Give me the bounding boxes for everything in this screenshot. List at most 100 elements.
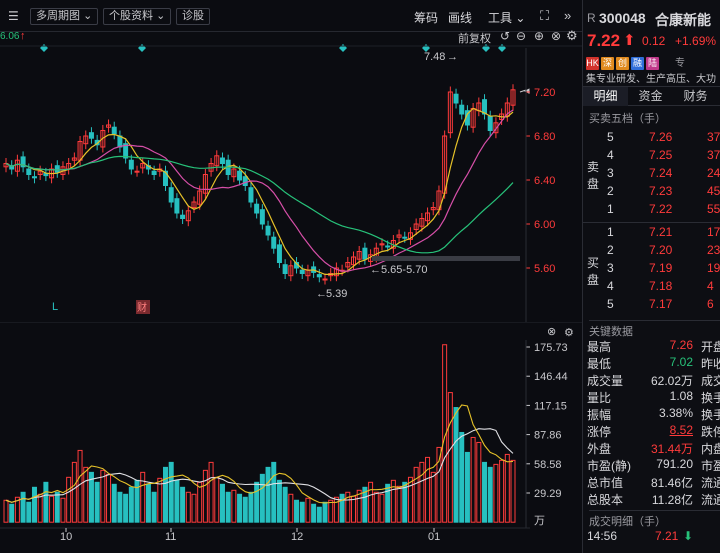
tab-2[interactable]: 财务 bbox=[683, 89, 708, 103]
orderbook-title: 买卖五档（手） bbox=[589, 113, 666, 125]
stock-code: 300048 bbox=[599, 10, 646, 26]
tab-scroll-icon[interactable]: ▐ bbox=[716, 89, 720, 103]
candle-body bbox=[288, 265, 294, 277]
plus-circle-icon[interactable]: ⊕ bbox=[534, 29, 545, 43]
volume-bar bbox=[390, 479, 396, 523]
double-chevron-icon[interactable]: » bbox=[564, 8, 572, 23]
candlestick-chart[interactable]: 7.48 → ← 5.39 ← 5.65-5.70 L 财 ◂ 7.20 6.80… bbox=[0, 30, 582, 322]
down-arrow-icon: ⬇ bbox=[683, 529, 694, 543]
volume-bar bbox=[123, 493, 129, 523]
key-value: 11.28亿 bbox=[651, 493, 693, 507]
marker-cai-box[interactable] bbox=[136, 300, 150, 314]
level-volume: 23 bbox=[707, 243, 720, 257]
candle-body bbox=[242, 176, 248, 186]
event-diamond-icon[interactable] bbox=[339, 44, 347, 52]
keydata-table: 最高7.26开盘最低7.02昨收成交量62.02万成交量比1.08换手振幅3.3… bbox=[583, 338, 720, 508]
orderbook-row[interactable]: 3 7.24 24 bbox=[583, 166, 720, 184]
candle-body bbox=[83, 135, 89, 145]
level-volume: 24 bbox=[707, 166, 720, 180]
event-diamond-icon[interactable] bbox=[498, 44, 506, 52]
stock-tag[interactable]: HK bbox=[586, 57, 599, 70]
volume-bar bbox=[430, 471, 436, 523]
candle-body bbox=[430, 207, 436, 211]
fq-button[interactable]: 前复权 bbox=[458, 33, 491, 45]
candle-body bbox=[174, 198, 180, 214]
date-tick: 10 bbox=[60, 531, 72, 542]
key-label: 市盈(静) bbox=[587, 459, 631, 473]
volume-bar bbox=[225, 491, 231, 523]
tab-1[interactable]: 资金 bbox=[638, 89, 663, 103]
key-value: 81.46亿 bbox=[650, 476, 693, 490]
volume-bar bbox=[419, 461, 425, 523]
volume-bar bbox=[316, 506, 322, 523]
diag-button[interactable]: 诊股 bbox=[176, 8, 210, 25]
key-label-right: 成交 bbox=[701, 374, 720, 388]
level-volume: 37 bbox=[707, 148, 720, 162]
date-tick: 01 bbox=[428, 531, 440, 542]
level-price: 7.18 bbox=[649, 279, 673, 293]
key-value: 3.38% bbox=[658, 406, 693, 420]
candle-body bbox=[385, 245, 391, 248]
candle-body bbox=[299, 269, 305, 274]
bottom-indicator-tabs[interactable] bbox=[0, 543, 582, 553]
stock-tag[interactable]: 陆 bbox=[646, 57, 659, 70]
level-volume: 19 bbox=[707, 261, 720, 275]
minus-circle-icon[interactable]: ⊖ bbox=[516, 29, 527, 43]
vol-gear-icon[interactable]: ⚙ bbox=[564, 327, 574, 339]
period-dropdown[interactable]: 多周期图 ⌄ bbox=[30, 8, 99, 25]
info-label: 个股资料 bbox=[109, 10, 153, 22]
stock-tag[interactable]: 创 bbox=[616, 57, 629, 70]
vol-close-icon[interactable]: ⊗ bbox=[547, 326, 556, 338]
marker-L[interactable]: L bbox=[52, 301, 58, 313]
tools-dropdown[interactable]: 工具 ⌄ bbox=[488, 9, 525, 26]
level-price: 7.24 bbox=[649, 166, 673, 180]
orderbook-row[interactable]: 2 7.20 23 bbox=[583, 243, 720, 261]
volume-bar bbox=[339, 493, 345, 523]
volume-chart[interactable]: ⊗ ⚙ 175.73 146.44 117.15 87.86 58.58 29.29 万 1… bbox=[0, 322, 582, 542]
draw-button[interactable]: 画线 bbox=[448, 11, 473, 25]
volume-bar bbox=[83, 466, 89, 523]
key-label: 成交量 bbox=[587, 374, 624, 388]
volume-bar bbox=[43, 481, 49, 523]
menu-icon[interactable]: ☰ bbox=[8, 9, 19, 23]
volume-bar bbox=[453, 407, 459, 523]
tab-0[interactable]: 明细 bbox=[583, 87, 628, 106]
side-label: 盘 bbox=[587, 273, 600, 287]
expand-icon[interactable]: ⛶ bbox=[540, 8, 550, 23]
volume-bar bbox=[140, 471, 146, 523]
key-value: 31.44万 bbox=[650, 442, 693, 456]
volume-bar bbox=[482, 461, 488, 523]
candle-body bbox=[128, 159, 134, 170]
gear-icon[interactable]: ⚙ bbox=[566, 28, 578, 43]
event-diamond-icon[interactable] bbox=[40, 44, 48, 52]
volume-bar bbox=[163, 466, 169, 523]
orderbook-row[interactable]: 2 7.23 45 bbox=[583, 184, 720, 202]
orderbook-row[interactable]: 4 7.18 4 bbox=[583, 279, 720, 297]
volume-bar bbox=[259, 473, 265, 523]
low-annotation: 5.39 bbox=[326, 288, 347, 300]
level-price: 7.22 bbox=[649, 202, 673, 216]
info-dropdown[interactable]: 个股资料 ⌄ bbox=[103, 8, 172, 25]
volume-bar bbox=[174, 479, 180, 523]
level-price: 7.19 bbox=[649, 261, 673, 275]
candle-body bbox=[151, 170, 157, 175]
orderbook-row[interactable]: 3 7.19 19 bbox=[583, 261, 720, 279]
orderbook-row[interactable]: 1 7.21 17 bbox=[583, 225, 720, 243]
stock-tag[interactable]: 深 bbox=[601, 57, 614, 70]
orderbook-row[interactable]: 5 7.17 6 bbox=[583, 297, 720, 315]
volume-bar bbox=[88, 471, 94, 523]
candle-body bbox=[134, 170, 140, 173]
undo-icon[interactable]: ↺ bbox=[500, 29, 511, 43]
event-diamond-icon[interactable] bbox=[482, 44, 490, 52]
volume-bar bbox=[185, 491, 191, 523]
level-volume: 17 bbox=[707, 225, 720, 239]
event-diamond-icon[interactable] bbox=[138, 44, 146, 52]
close-circle-icon[interactable]: ⊗ bbox=[551, 29, 562, 43]
stock-tag[interactable]: 融 bbox=[631, 57, 644, 70]
level-price: 7.17 bbox=[649, 297, 673, 311]
candle-body bbox=[419, 218, 425, 227]
chip-button[interactable]: 筹码 bbox=[414, 11, 439, 25]
orderbook-row[interactable]: 5 7.26 37 bbox=[583, 130, 720, 148]
orderbook-row[interactable]: 4 7.25 37 bbox=[583, 148, 720, 166]
orderbook-row[interactable]: 1 7.22 55 bbox=[583, 202, 720, 220]
